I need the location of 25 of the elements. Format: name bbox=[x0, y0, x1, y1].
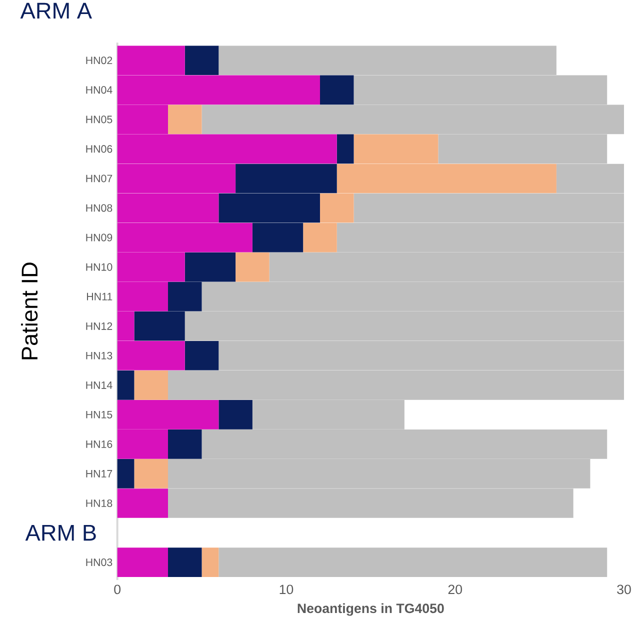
y-tick-label: HN11 bbox=[87, 292, 112, 300]
text: ARM B bbox=[25, 524, 96, 541]
y-axis-title: Patient ID bbox=[21, 262, 38, 360]
y-tick-label: HN05 bbox=[86, 116, 112, 124]
x-tick-label: 30 bbox=[617, 584, 631, 594]
y-tick-label: HN18 bbox=[86, 499, 112, 508]
y-tick-label: HN16 bbox=[86, 440, 112, 448]
y-tick-label: HN07 bbox=[86, 174, 112, 182]
y-tick-label: HN09 bbox=[86, 234, 112, 242]
y-tick-label: HN15 bbox=[86, 410, 112, 418]
y-tick-label: HN17 bbox=[86, 470, 112, 478]
text: ARM A bbox=[20, 2, 92, 19]
y-tick-label: HN13 bbox=[86, 352, 112, 360]
y-tick-label: HN08 bbox=[86, 204, 112, 212]
y-tick-label: HN03 bbox=[86, 558, 112, 566]
x-tick-label: 20 bbox=[448, 584, 462, 594]
y-tick-label: HN06 bbox=[86, 145, 112, 153]
y-tick-label: HN10 bbox=[86, 263, 112, 271]
x-tick-label: 10 bbox=[280, 584, 294, 594]
x-tick-label: 0 bbox=[114, 584, 121, 594]
x-axis-title: Neoantigens in TG4050 bbox=[298, 603, 444, 616]
y-tick-label: HN12 bbox=[86, 322, 112, 330]
y-tick-label: HN02 bbox=[86, 56, 112, 64]
y-tick-label: HN04 bbox=[86, 86, 112, 94]
y-tick-label: HN14 bbox=[86, 381, 112, 389]
